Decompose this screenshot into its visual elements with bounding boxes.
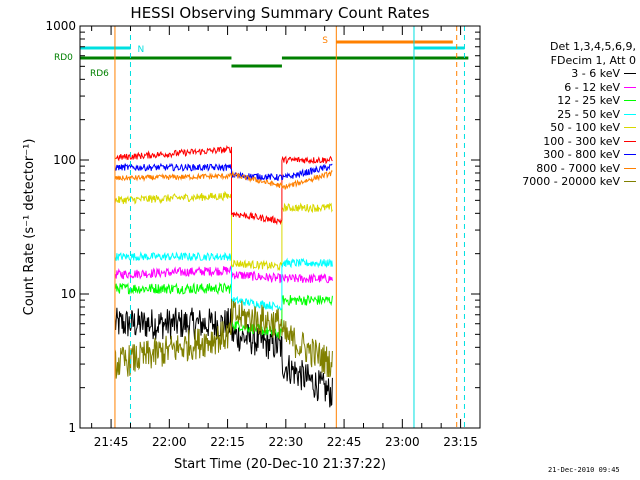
series-line-2: [114, 264, 333, 284]
legend-label: 50 - 100 keV: [550, 121, 620, 134]
x-axis-ticks: 21:45 22:00 22:15 22:30 22:45 23:00 23:15: [91, 26, 481, 449]
y-tick-label: 100: [53, 153, 76, 167]
y-tick-label: 10: [61, 287, 76, 301]
x-tick-label: 21:45: [94, 435, 129, 449]
legend-swatch: [624, 167, 636, 169]
legend-label: 7000 - 20000 keV: [522, 175, 620, 188]
legend-swatch: [624, 113, 636, 115]
series-layer: [114, 144, 333, 408]
legend-swatch: [624, 140, 636, 142]
flag-label: RD6: [90, 69, 109, 79]
x-tick-label: 23:00: [385, 435, 420, 449]
legend-swatch: [624, 100, 636, 102]
x-axis-label: Start Time (20-Dec-10 21:37:22): [174, 457, 386, 472]
x-tick-label: 22:30: [269, 435, 304, 449]
series-line-7: [114, 162, 333, 181]
legend-entry-7: 300 - 800 keV: [500, 148, 636, 162]
legend-entry-9: 7000 - 20000 keV: [500, 175, 636, 189]
series-line-3: [114, 281, 333, 339]
legend-entry-1: 3 - 6 keV: [500, 67, 636, 81]
legend-label: 6 - 12 keV: [564, 80, 620, 94]
timestamp: 21-Dec-2010 09:45: [548, 466, 620, 474]
x-tick-label: 22:00: [152, 435, 187, 449]
legend-swatch: [624, 86, 636, 88]
legend-label: 3 - 6 keV: [571, 67, 620, 80]
flag-label: N: [137, 45, 144, 55]
legend-swatch: [624, 127, 636, 129]
series-line-1: [114, 307, 333, 408]
legend-header-line-1: Det 1,3,4,5,6,9,: [549, 40, 636, 53]
y-tick-label: 1: [68, 421, 76, 435]
legend-entry-4: 25 - 50 keV: [500, 108, 636, 122]
y-axis-ticks: 1 10 100 1000: [45, 19, 480, 435]
legend-header-line-2: FDecim 1, Att 0: [550, 53, 636, 67]
y-tick-label: 1000: [45, 19, 76, 33]
flag-bars: N RD0 RD6 S: [54, 36, 469, 79]
series-line-8: [114, 169, 333, 190]
y-axis-label: Count Rate (s⁻¹ detector⁻¹): [22, 139, 37, 316]
plot-frame: [79, 25, 481, 429]
flag-label: S: [322, 36, 328, 46]
series-line-5: [114, 190, 333, 272]
legend-entry-6: 100 - 300 keV: [500, 135, 636, 149]
legend-label: 100 - 300 keV: [543, 134, 620, 148]
legend-label: 800 - 7000 keV: [536, 161, 620, 175]
x-tick-label: 22:15: [210, 435, 245, 449]
x-tick-label: 23:15: [443, 435, 478, 449]
series-line-9: [114, 298, 333, 379]
legend: Det 1,3,4,5,6,9, FDecim 1, Att 0 3 - 6 k…: [500, 40, 636, 189]
chart-title: HESSI Observing Summary Count Rates: [130, 4, 429, 22]
legend-swatch: [624, 154, 636, 156]
legend-entry-3: 12 - 25 keV: [500, 94, 636, 108]
legend-entry-2: 6 - 12 keV: [500, 81, 636, 95]
legend-entry-8: 800 - 7000 keV: [500, 162, 636, 176]
legend-label: 12 - 25 keV: [557, 94, 620, 107]
legend-swatch: [624, 181, 636, 183]
legend-swatch: [624, 73, 636, 75]
legend-label: 300 - 800 keV: [543, 148, 620, 161]
series-line-4: [114, 251, 333, 313]
legend-entry-5: 50 - 100 keV: [500, 121, 636, 135]
flag-label: RD0: [54, 53, 73, 63]
legend-label: 25 - 50 keV: [557, 107, 620, 121]
x-tick-label: 22:45: [327, 435, 362, 449]
series-line-6: [114, 144, 333, 226]
